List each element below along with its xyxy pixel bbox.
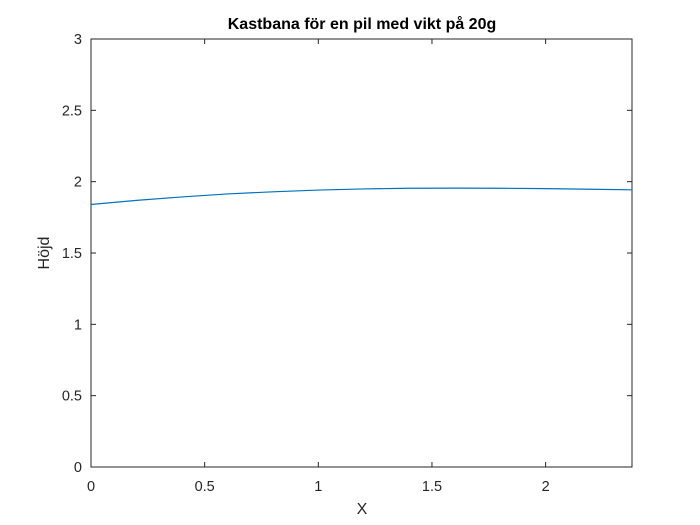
x-axis-label: X	[357, 501, 368, 518]
x-tick-label: 2	[542, 479, 550, 495]
y-tick-label: 1.5	[62, 246, 82, 262]
y-tick-label: 3	[74, 32, 82, 48]
y-tick-label: 0	[74, 460, 82, 476]
trajectory-line	[90, 187, 633, 206]
x-tick-label: 0	[87, 479, 95, 495]
axis-ticks: 0 0.5 1 1.5 2 0 0.5 1 1.5 2 2.5 3	[62, 32, 632, 495]
y-tick-label: 2.5	[62, 103, 82, 119]
x-tick-label: 1.5	[422, 479, 442, 495]
series-layer	[90, 187, 633, 206]
x-tick-label: 1	[314, 479, 322, 495]
y-tick-label: 1	[74, 317, 82, 333]
chart-title: Kastbana för en pil med vikt på 20g	[228, 15, 497, 33]
y-tick-label: 2	[74, 175, 82, 191]
x-tick-label: 0.5	[195, 479, 215, 495]
y-axis-label: Höjd	[36, 237, 53, 270]
y-tick-label: 0.5	[62, 389, 82, 405]
plot-area	[90, 38, 633, 468]
